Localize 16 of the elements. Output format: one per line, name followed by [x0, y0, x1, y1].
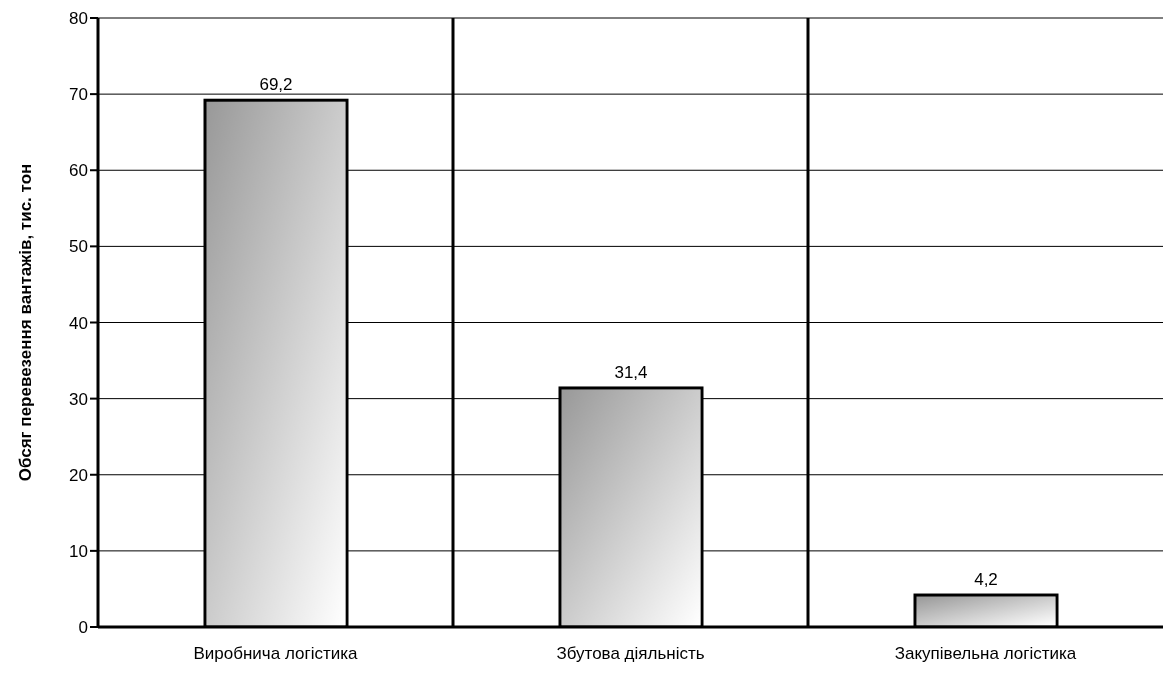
y-axis-title: Обсяг перевезення вантажів, тис. тон	[16, 163, 36, 482]
data-label: 4,2	[974, 570, 998, 590]
y-tick-label: 0	[78, 618, 88, 638]
y-tick-label: 70	[69, 85, 88, 105]
y-tick-label: 20	[69, 465, 88, 485]
y-tick-label: 30	[69, 389, 88, 409]
y-tick-label: 10	[69, 541, 88, 561]
data-label: 31,4	[614, 362, 648, 382]
y-tick-label: 40	[69, 313, 88, 333]
x-tick-label: Виробнича логістика	[193, 644, 359, 664]
y-tick-label: 50	[69, 237, 88, 257]
y-tick-label: 60	[69, 161, 88, 181]
x-tick-label: Закупівельна логістика	[894, 644, 1077, 664]
x-tick-label: Збутова діяльність	[556, 644, 705, 664]
y-tick-label: 80	[69, 9, 88, 29]
data-label: 69,2	[259, 75, 293, 95]
